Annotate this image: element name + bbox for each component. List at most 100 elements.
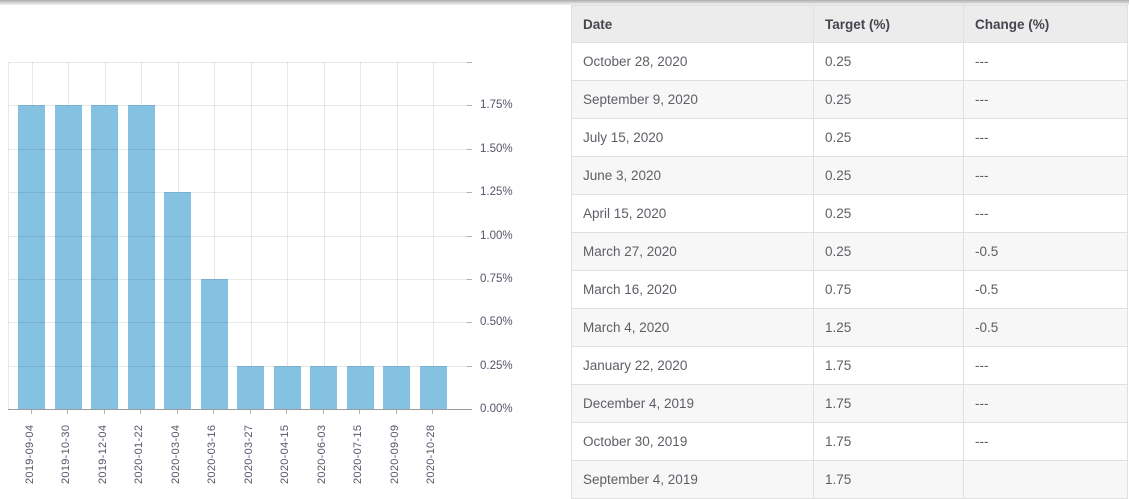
horizontal-gridline bbox=[9, 235, 468, 237]
bar-2020-01-22[interactable] bbox=[127, 105, 155, 409]
table-row: January 22, 2020 1.75 --- bbox=[571, 346, 1128, 385]
y-axis-tick bbox=[467, 62, 472, 63]
table-header: Date Target (%) Change (%) bbox=[571, 5, 1128, 43]
change-cell: --- bbox=[963, 118, 1128, 157]
x-axis-tick bbox=[213, 410, 214, 414]
change-cell: --- bbox=[963, 80, 1128, 119]
y-axis-tick bbox=[467, 148, 472, 150]
x-axis-label: 2020-04-15 bbox=[279, 424, 291, 484]
table-row: September 4, 2019 1.75 bbox=[571, 460, 1128, 499]
x-axis-line bbox=[8, 409, 472, 410]
y-axis-tick bbox=[467, 365, 472, 367]
target-cell: 1.25 bbox=[813, 308, 964, 347]
column-header-date: Date bbox=[571, 5, 814, 43]
change-cell: -0.5 bbox=[963, 270, 1128, 309]
x-axis-label: 2019-10-30 bbox=[60, 424, 72, 484]
x-axis-label: 2020-03-27 bbox=[242, 424, 255, 484]
y-axis-label: 1.50% bbox=[480, 142, 513, 155]
y-axis-tick bbox=[467, 322, 472, 324]
table-row: June 3, 2020 0.25 --- bbox=[571, 156, 1128, 195]
vertical-gridline bbox=[323, 62, 325, 409]
y-axis-tick bbox=[467, 192, 472, 194]
bar-2019-12-04[interactable] bbox=[91, 105, 118, 409]
rate-history-table: Date Target (%) Change (%) October 28, 202… bbox=[571, 5, 1128, 499]
y-axis-label: 0.50% bbox=[480, 316, 513, 329]
x-axis-label: 2020-03-16 bbox=[206, 424, 218, 484]
x-axis-label: 2020-06-03 bbox=[315, 424, 328, 484]
bar-2020-04-15[interactable] bbox=[273, 365, 301, 409]
x-axis-tick bbox=[103, 410, 105, 414]
table-row: December 4, 2019 1.75 --- bbox=[571, 384, 1128, 423]
change-cell: --- bbox=[963, 156, 1128, 195]
y-axis-tick bbox=[467, 105, 472, 107]
target-cell: 0.25 bbox=[813, 194, 964, 233]
date-cell: January 22, 2020 bbox=[571, 346, 814, 385]
change-cell: --- bbox=[963, 194, 1128, 233]
target-cell: 1.75 bbox=[813, 422, 964, 461]
bar-2020-03-04[interactable] bbox=[164, 192, 191, 409]
date-cell: April 15, 2020 bbox=[571, 194, 814, 233]
bar-2020-07-15[interactable] bbox=[346, 365, 374, 409]
vertical-gridline bbox=[287, 62, 288, 409]
target-cell: 0.25 bbox=[813, 42, 964, 81]
target-cell: 0.25 bbox=[813, 232, 964, 271]
x-axis-tick bbox=[286, 410, 287, 414]
horizontal-gridline bbox=[9, 322, 468, 324]
bar-2019-10-30[interactable] bbox=[54, 105, 82, 409]
vertical-gridline bbox=[433, 62, 434, 409]
x-axis-label: 2020-10-28 bbox=[425, 424, 437, 484]
bar-2020-10-28[interactable] bbox=[419, 365, 447, 409]
vertical-gridline bbox=[396, 62, 398, 409]
date-cell: March 16, 2020 bbox=[571, 270, 814, 309]
bar-2020-03-16[interactable] bbox=[200, 278, 228, 409]
table-row: April 15, 2020 0.25 --- bbox=[571, 194, 1128, 233]
date-cell: March 4, 2020 bbox=[571, 308, 814, 347]
table-row: March 16, 2020 0.75 -0.5 bbox=[571, 270, 1128, 309]
table-row: October 28, 2020 0.25 --- bbox=[571, 42, 1128, 81]
date-cell: July 15, 2020 bbox=[571, 118, 814, 157]
horizontal-gridline bbox=[9, 62, 468, 63]
plot-area bbox=[8, 62, 468, 409]
date-cell: June 3, 2020 bbox=[571, 156, 814, 195]
target-cell: 1.75 bbox=[813, 384, 964, 423]
x-axis-label: 2019-12-04 bbox=[96, 424, 109, 484]
y-axis-label: 0.75% bbox=[480, 272, 513, 285]
x-axis-tick bbox=[359, 410, 360, 414]
horizontal-gridline bbox=[9, 148, 468, 150]
date-cell: September 9, 2020 bbox=[571, 80, 814, 119]
change-cell: --- bbox=[963, 384, 1128, 423]
x-axis-tick bbox=[249, 410, 251, 414]
x-axis-label: 2020-07-15 bbox=[352, 424, 364, 484]
x-axis-tick bbox=[176, 410, 178, 414]
y-axis-label: 0.25% bbox=[480, 359, 513, 372]
table-row: October 30, 2019 1.75 --- bbox=[571, 422, 1128, 461]
bar-2020-06-03[interactable] bbox=[310, 365, 337, 409]
y-axis-label: 1.25% bbox=[480, 186, 513, 199]
date-cell: October 28, 2020 bbox=[571, 42, 814, 81]
change-cell: --- bbox=[963, 422, 1128, 461]
bar-2020-03-27[interactable] bbox=[237, 365, 264, 409]
table-row: July 15, 2020 0.25 --- bbox=[571, 118, 1128, 157]
table-row: March 4, 2020 1.25 -0.5 bbox=[571, 308, 1128, 347]
bar-2019-09-04[interactable] bbox=[18, 105, 45, 409]
x-axis-label: 2020-09-09 bbox=[388, 424, 401, 484]
target-cell: 0.25 bbox=[813, 80, 964, 119]
column-header-target: Target (%) bbox=[813, 5, 964, 43]
table-row: September 9, 2020 0.25 --- bbox=[571, 80, 1128, 119]
target-cell: 0.25 bbox=[813, 118, 964, 157]
horizontal-gridline bbox=[9, 105, 468, 107]
date-cell: October 30, 2019 bbox=[571, 422, 814, 461]
x-axis-label: 2019-09-04 bbox=[23, 424, 36, 484]
target-cell: 1.75 bbox=[813, 346, 964, 385]
x-axis-tick bbox=[140, 410, 141, 414]
bar-2020-09-09[interactable] bbox=[383, 365, 410, 409]
y-axis-label: 0.00% bbox=[480, 403, 513, 415]
x-axis-label: 2020-03-04 bbox=[169, 424, 182, 484]
date-cell: September 4, 2019 bbox=[571, 460, 814, 499]
change-cell: -0.5 bbox=[963, 308, 1128, 347]
change-cell bbox=[963, 460, 1128, 499]
y-axis-label: 1.75% bbox=[480, 99, 513, 112]
column-header-change: Change (%) bbox=[963, 5, 1128, 43]
date-cell: March 27, 2020 bbox=[571, 232, 814, 271]
policy-rate-bar-chart: 0.00% 0.25% 0.50% 0.75% 1.00% 1.25% 1.50% 1.75%… bbox=[0, 0, 569, 484]
